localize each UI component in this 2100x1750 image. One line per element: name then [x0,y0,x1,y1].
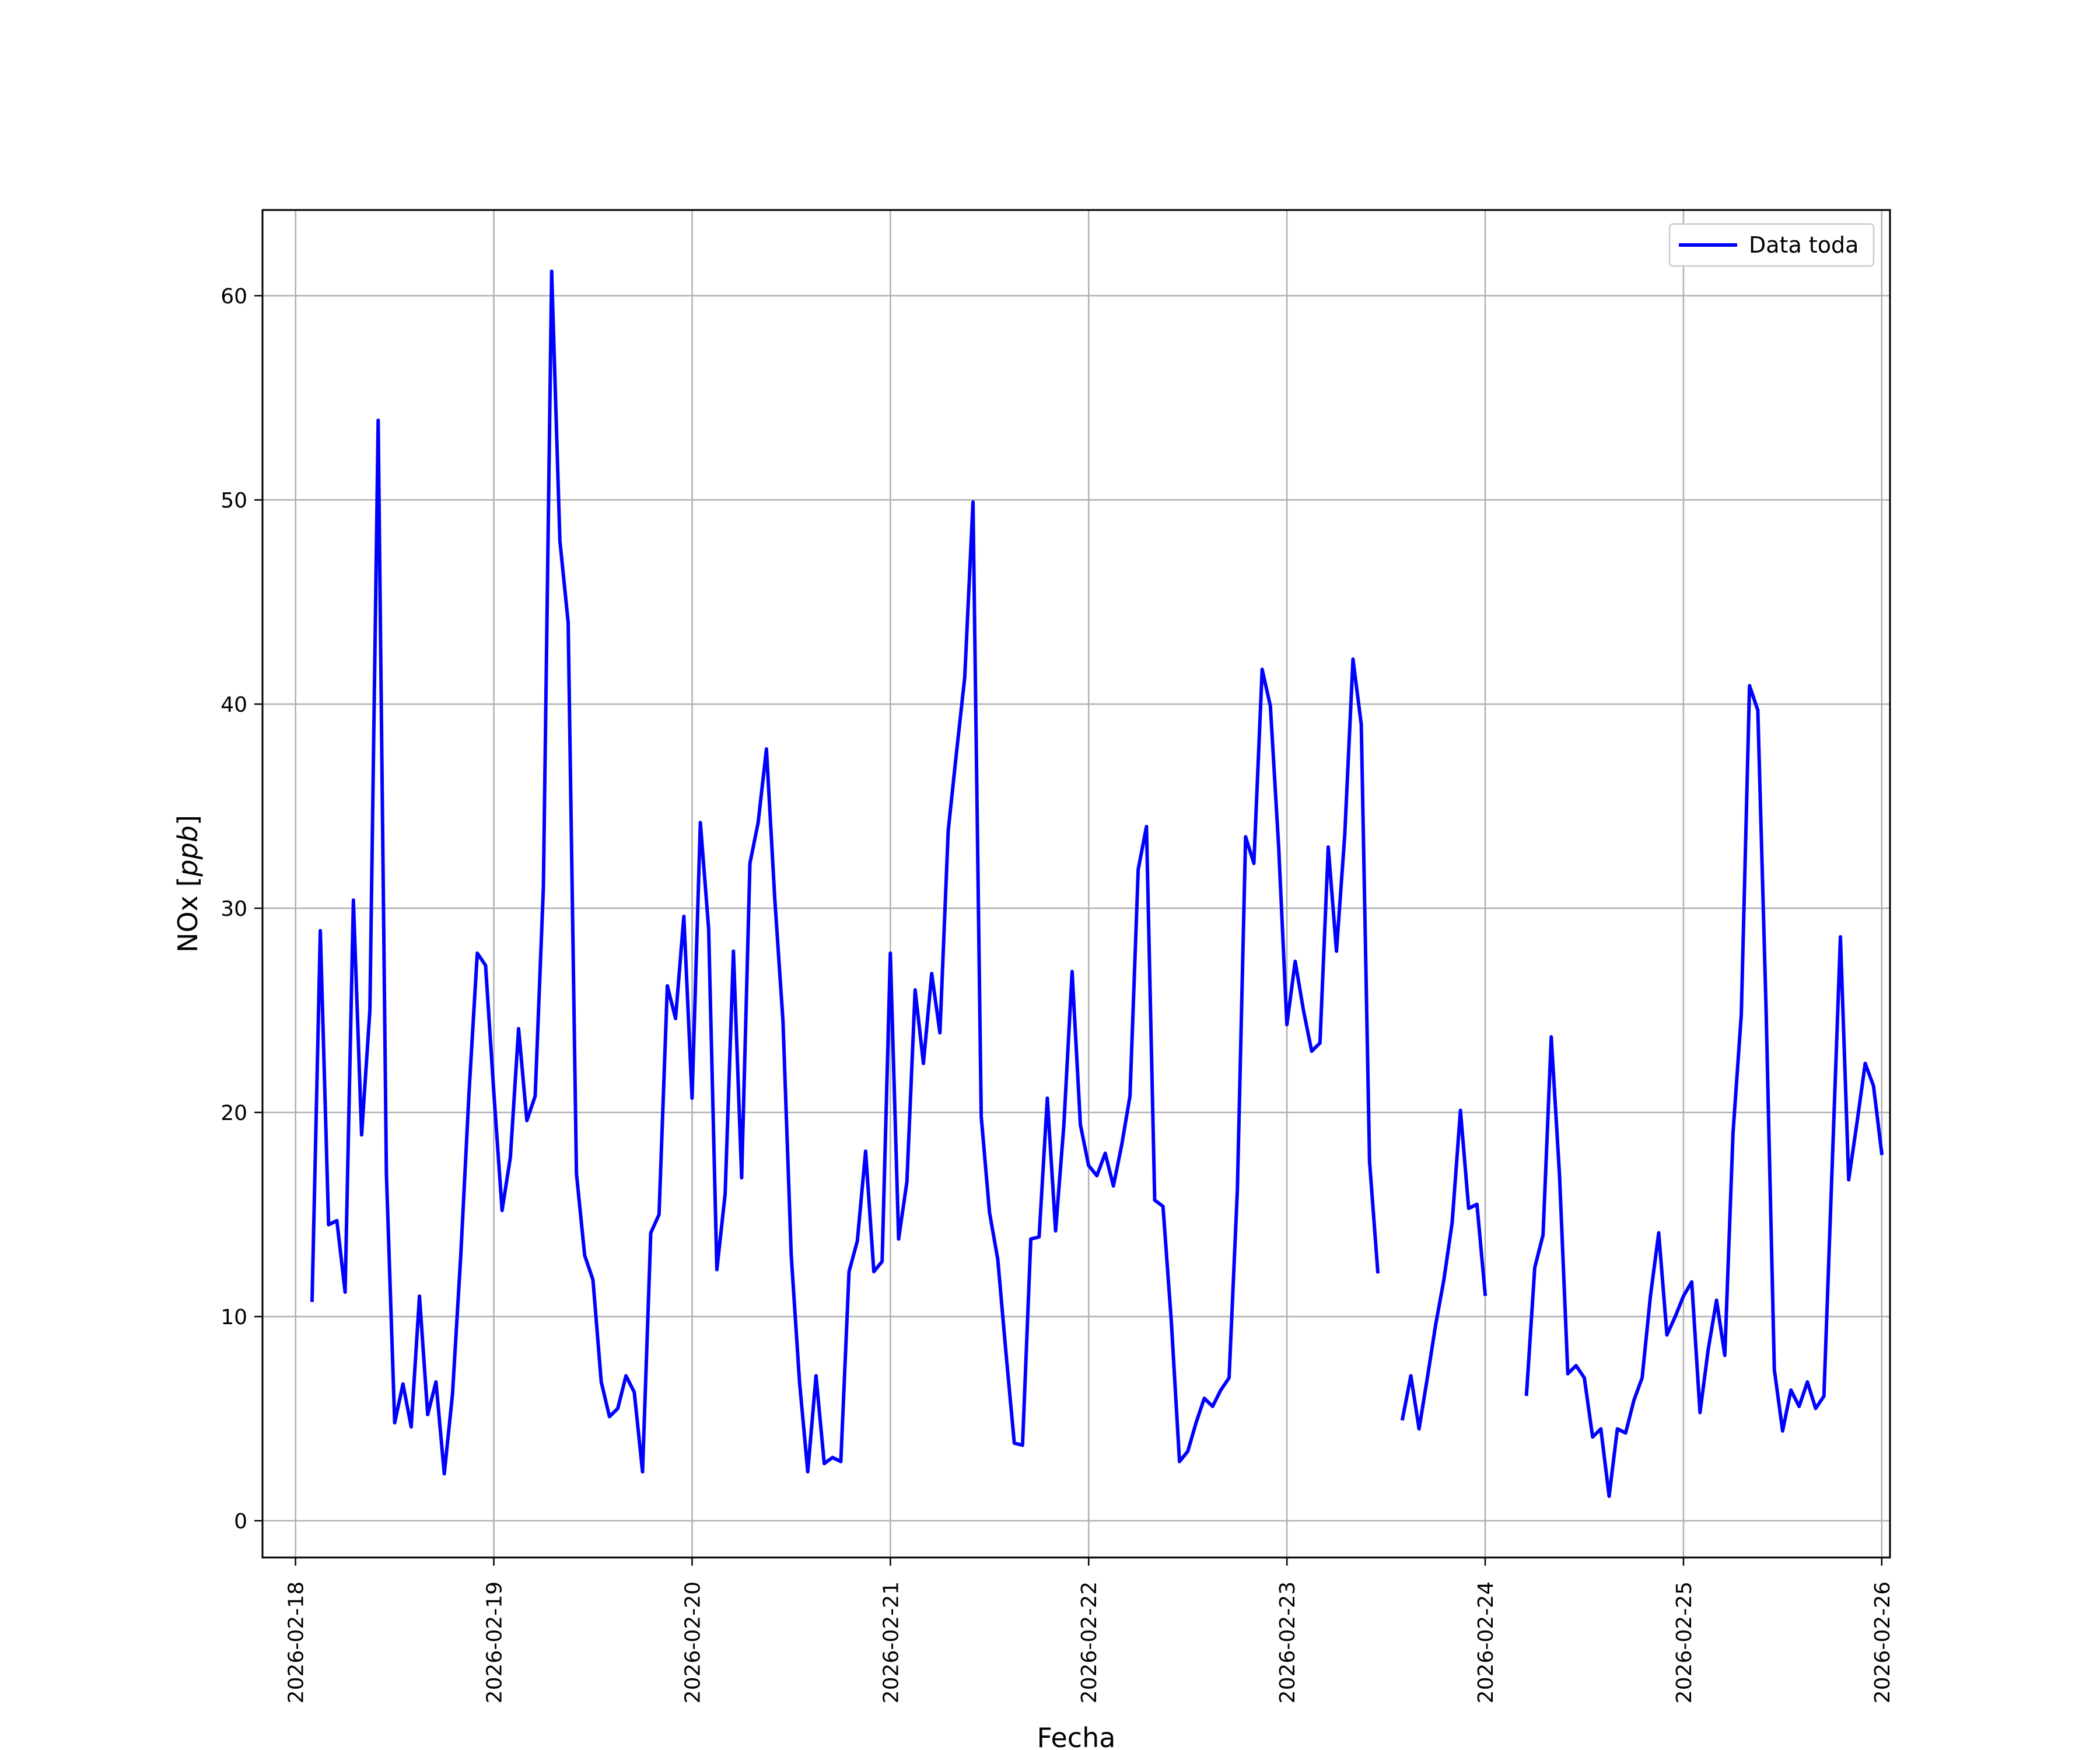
x-tick-label: 2026-02-23 [1276,1581,1300,1703]
x-tick-label: 2026-02-25 [1672,1581,1696,1703]
series-layer [310,270,1884,1498]
x-tick-label: 2026-02-20 [681,1581,705,1703]
x-tick-label: 2026-02-18 [285,1581,309,1703]
legend-label: Data toda [1749,232,1859,258]
y-tick-label: 20 [220,1101,247,1125]
y-axis-label-base: NOx [172,887,204,953]
y-axis: 0 10 20 30 40 50 60 [220,285,262,1534]
y-axis-label-bracket-open: [ [172,877,204,887]
y-tick-label: 0 [234,1510,247,1534]
y-axis-label: NOx [ppb] [172,815,204,953]
plot-area-background [262,210,1890,1558]
legend-box [1668,223,1875,267]
plot-frame [261,209,1891,1559]
y-tick-label: 40 [220,693,247,717]
x-tick-label: 2026-02-24 [1474,1581,1498,1703]
y-axis-label-bracket-close: ] [172,815,204,825]
x-tick-label: 2026-02-26 [1871,1581,1895,1703]
x-axis: 2026-02-18 2026-02-19 2026-02-20 2026-02-21… [285,1558,1895,1703]
x-axis-label: Fecha [1037,1722,1116,1750]
y-tick-label: 30 [220,897,247,921]
y-tick-label: 10 [220,1306,247,1329]
y-axis-label-unit: ppb [172,825,204,877]
x-gridlines [295,210,1883,1558]
y-gridlines [262,295,1890,1522]
y-tick-label: 60 [220,285,247,309]
x-tick-label: 2026-02-19 [483,1581,507,1703]
y-tick-label: 50 [220,489,247,513]
x-tick-label: 2026-02-22 [1077,1581,1101,1703]
legend: Data toda [1668,223,1875,267]
x-tick-label: 2026-02-21 [879,1581,903,1703]
series-line-0 [310,270,1884,1498]
